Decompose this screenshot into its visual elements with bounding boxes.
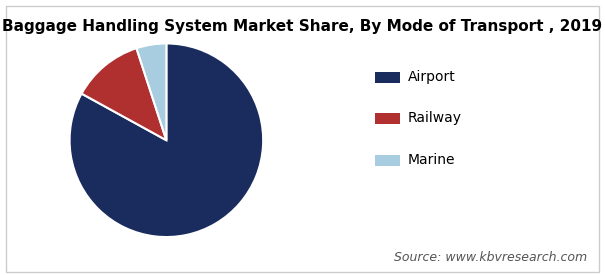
Text: Baggage Handling System Market Share, By Mode of Transport , 2019: Baggage Handling System Market Share, By…: [2, 19, 603, 34]
Wedge shape: [82, 48, 166, 140]
Text: Airport: Airport: [408, 70, 456, 84]
Text: Railway: Railway: [408, 111, 462, 125]
Text: Source: www.kbvresearch.com: Source: www.kbvresearch.com: [394, 251, 587, 264]
Text: Marine: Marine: [408, 153, 456, 166]
Wedge shape: [137, 43, 166, 140]
Wedge shape: [70, 43, 263, 237]
